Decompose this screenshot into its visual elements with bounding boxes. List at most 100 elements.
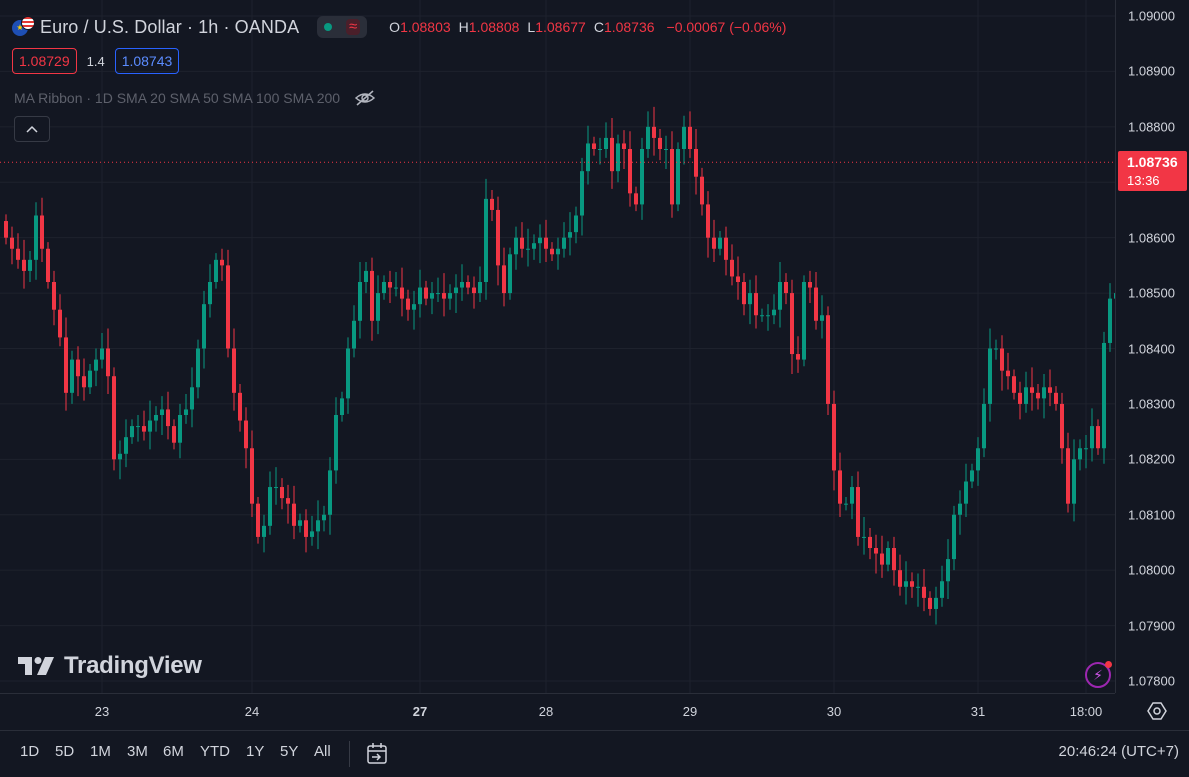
candle-body: [226, 265, 230, 349]
candle: [652, 106, 656, 156]
candle: [952, 505, 956, 571]
timezone-clock[interactable]: 20:46:24 (UTC+7): [1058, 743, 1179, 760]
candle: [292, 485, 296, 540]
candle: [310, 515, 314, 546]
range-1m-button[interactable]: 1M: [90, 743, 111, 760]
time-axis[interactable]: 23 24 27 28 29 30 31 18:00: [0, 693, 1115, 731]
range-3m-button[interactable]: 3M: [127, 743, 148, 760]
candle-body: [472, 287, 476, 294]
candle-body: [130, 426, 134, 438]
candle: [580, 157, 584, 236]
chart-pane[interactable]: ★ Euro / U.S. Dollar · 1h · OANDA ≈ O1.0…: [0, 0, 1115, 693]
candle: [286, 484, 290, 524]
candle-body: [1096, 426, 1100, 449]
candlestick-chart[interactable]: [0, 0, 1115, 693]
candle-body: [688, 126, 692, 149]
candle-body: [508, 254, 512, 294]
candle: [778, 262, 782, 328]
candle: [628, 131, 632, 207]
candle: [112, 367, 116, 471]
range-ytd-button[interactable]: YTD: [200, 743, 230, 760]
candle-body: [388, 282, 392, 288]
candle: [328, 457, 332, 535]
candle: [460, 264, 464, 301]
price-tick-label: 1.08200: [1128, 451, 1175, 467]
candle-body: [1042, 387, 1046, 399]
indicator-label[interactable]: MA Ribbon · 1D SMA 20 SMA 50 SMA 100 SMA…: [14, 90, 341, 106]
price-axis[interactable]: 1.07800 1.07900 1.08000 1.08100 1.08200 1.083…: [1115, 0, 1189, 693]
candle: [592, 136, 596, 156]
candle-body: [1072, 459, 1076, 504]
candle-body: [358, 282, 362, 321]
range-all-button[interactable]: All: [314, 743, 331, 760]
candle: [796, 336, 800, 373]
candle-body: [100, 348, 104, 360]
candle-body: [538, 237, 542, 244]
buy-price-button[interactable]: 1.08743: [114, 48, 180, 74]
price-tick-label: 1.09000: [1128, 8, 1175, 24]
candle-body: [106, 348, 110, 377]
candle-body: [970, 470, 974, 482]
candle-body: [136, 426, 140, 428]
candle-body: [4, 221, 8, 238]
candle: [754, 275, 758, 329]
candle-body: [532, 243, 536, 249]
candle-body: [850, 487, 854, 504]
candle-body: [316, 520, 320, 532]
price-tick-label: 1.08000: [1128, 562, 1175, 578]
eye-off-icon[interactable]: [354, 89, 376, 107]
candle: [250, 430, 254, 517]
candle-body: [382, 282, 386, 294]
candle: [850, 475, 854, 520]
range-1d-button[interactable]: 1D: [20, 743, 40, 760]
sell-price-button[interactable]: 1.08729: [12, 48, 77, 74]
candle: [70, 350, 74, 404]
candle: [760, 308, 764, 322]
candle-body: [742, 282, 746, 305]
candle: [22, 239, 26, 289]
candle-body: [580, 171, 584, 216]
candle: [76, 346, 80, 397]
candle-body: [514, 237, 518, 255]
candle-body: [1078, 448, 1082, 460]
candle: [1036, 383, 1040, 410]
candle-body: [64, 337, 68, 393]
candle-body: [364, 270, 368, 282]
collapse-legend-button[interactable]: [14, 116, 50, 142]
candle: [502, 247, 506, 307]
candle: [940, 565, 944, 607]
candle: [478, 266, 482, 302]
candle-body: [448, 293, 452, 299]
range-5d-button[interactable]: 5D: [55, 743, 75, 760]
time-tick-label: 23: [94, 704, 110, 719]
price-tick-label: 1.08300: [1128, 396, 1175, 412]
candle-body: [352, 320, 356, 349]
candle-body: [934, 597, 938, 609]
candle: [988, 328, 992, 422]
candle: [532, 234, 536, 260]
candle-body: [826, 315, 830, 404]
symbol-title[interactable]: Euro / U.S. Dollar · 1h · OANDA: [40, 16, 300, 37]
range-5y-button[interactable]: 5Y: [280, 743, 299, 760]
candle: [820, 295, 824, 339]
candle: [406, 289, 410, 321]
range-6m-button[interactable]: 6M: [163, 743, 184, 760]
price-tick-label: 1.08900: [1128, 63, 1175, 79]
indicator-legend[interactable]: MA Ribbon · 1D SMA 20 SMA 50 SMA 100 SMA…: [14, 89, 376, 107]
candle: [868, 528, 872, 560]
time-tick-label: 27: [412, 704, 428, 719]
candle: [544, 219, 548, 263]
candle-body: [1024, 387, 1028, 404]
chart-settings-icon[interactable]: [1146, 700, 1168, 722]
range-1y-button[interactable]: 1Y: [246, 743, 265, 760]
candle: [700, 167, 704, 216]
candle: [280, 478, 284, 510]
candle-body: [1060, 403, 1064, 449]
candle-body: [328, 470, 332, 515]
flash-news-icon[interactable]: ⚡: [1085, 661, 1112, 688]
candle-body: [526, 248, 530, 250]
candle: [274, 467, 278, 505]
market-status-pill[interactable]: ≈: [317, 16, 368, 38]
go-to-date-calendar-icon[interactable]: [364, 741, 390, 767]
candle-body: [922, 586, 926, 598]
